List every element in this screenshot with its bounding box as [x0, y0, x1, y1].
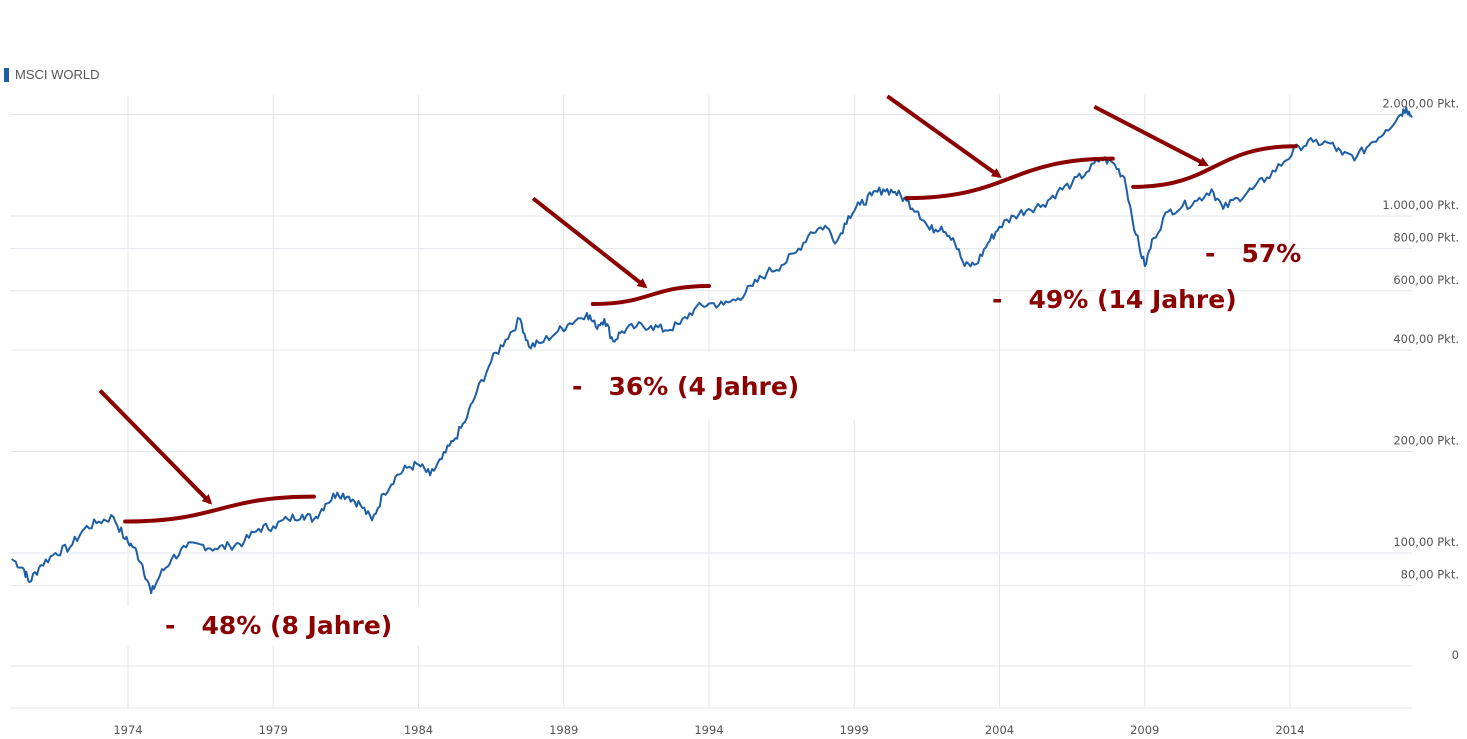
x-tick-label-2009: 2009 [1130, 723, 1159, 737]
annotation-label-3: - 49% (14 Jahre) [992, 285, 1237, 314]
annotation-arrow-3 [886, 94, 1002, 178]
annotation-label-1: - 48% (8 Jahre) [165, 611, 392, 640]
annotation-label-4: - 57% [1205, 239, 1301, 268]
series-line-msci-world [11, 106, 1413, 595]
series-layer [11, 106, 1413, 595]
annotation-backdrop-2 [578, 352, 886, 420]
axis-layer: 1974 1979 1984 1989 1994 1999 2004 2009 2014 2.00… [113, 97, 1459, 737]
grid-layer [10, 95, 1412, 709]
x-tick-label-2014: 2014 [1275, 723, 1304, 737]
y-tick-label-80: 80,00 Pkt. [1401, 568, 1459, 582]
x-tick-label-1974: 1974 [113, 723, 142, 737]
recovery-curve-3 [904, 156, 1115, 201]
y-tick-label-800: 800,00 Pkt. [1393, 231, 1459, 245]
recovery-curve-4 [1131, 144, 1298, 189]
annotation-arrow-4 [1093, 105, 1210, 167]
x-tick-label-1979: 1979 [259, 723, 288, 737]
x-tick-label-1999: 1999 [840, 723, 869, 737]
y-tick-label-2000: 2.000,00 Pkt. [1382, 97, 1459, 111]
y-tick-label-400: 400,00 Pkt. [1393, 332, 1459, 346]
y-tick-label-0: 0 [1452, 648, 1459, 662]
annotation-arrow-2 [531, 196, 648, 289]
x-tick-label-1994: 1994 [694, 723, 723, 737]
x-tick-label-1984: 1984 [404, 723, 433, 737]
y-tick-label-200: 200,00 Pkt. [1393, 434, 1459, 448]
annotation-backdrop-1 [127, 606, 419, 646]
y-tick-label-1000: 1.000,00 Pkt. [1382, 198, 1459, 212]
annotation-label-2: - 36% (4 Jahre) [572, 372, 799, 401]
recovery-curve-1 [123, 494, 316, 524]
y-tick-label-100: 100,00 Pkt. [1393, 535, 1459, 549]
y-tick-label-600: 600,00 Pkt. [1393, 273, 1459, 287]
legend-label-msci-world: MSCI WORLD [15, 67, 100, 82]
chart-legend: MSCI WORLD [4, 67, 100, 82]
x-tick-label-1989: 1989 [549, 723, 578, 737]
recovery-curve-2 [590, 283, 711, 307]
x-tick-label-2004: 2004 [985, 723, 1014, 737]
legend-swatch-msci-world [4, 67, 9, 82]
annotation-layer: - 48% (8 Jahre) - 36% (4 Jahre) - 49% (14 … [98, 94, 1301, 646]
annotation-arrow-1 [98, 389, 213, 505]
